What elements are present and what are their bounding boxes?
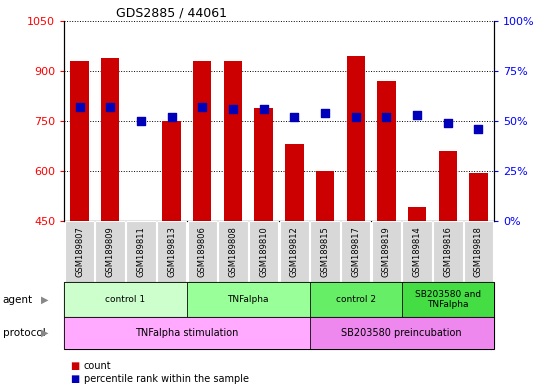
Text: GSM189811: GSM189811 bbox=[136, 226, 146, 277]
Text: GSM189817: GSM189817 bbox=[351, 226, 360, 277]
Point bbox=[136, 118, 145, 124]
Bar bbox=[469, 172, 488, 221]
Text: GSM189806: GSM189806 bbox=[198, 226, 207, 277]
Text: GSM189819: GSM189819 bbox=[382, 226, 391, 277]
Bar bbox=[310, 317, 494, 349]
Point bbox=[290, 114, 299, 120]
Bar bbox=[162, 121, 181, 221]
Point bbox=[228, 106, 237, 112]
Text: GSM189816: GSM189816 bbox=[443, 226, 453, 277]
Text: agent: agent bbox=[3, 295, 33, 305]
Text: TNFalpha: TNFalpha bbox=[228, 295, 269, 304]
Text: control 1: control 1 bbox=[105, 295, 146, 304]
Text: GSM189808: GSM189808 bbox=[228, 226, 238, 277]
Point bbox=[320, 110, 329, 116]
Text: GSM189813: GSM189813 bbox=[167, 226, 176, 277]
Bar bbox=[64, 282, 187, 317]
Bar bbox=[187, 222, 217, 281]
Text: count: count bbox=[84, 361, 112, 371]
Point bbox=[412, 112, 421, 118]
Bar bbox=[316, 171, 334, 221]
Bar bbox=[126, 222, 156, 281]
Bar bbox=[64, 317, 310, 349]
Bar bbox=[65, 222, 94, 281]
Text: ▶: ▶ bbox=[41, 328, 49, 338]
Bar bbox=[70, 61, 89, 221]
Bar bbox=[372, 222, 401, 281]
Point bbox=[259, 106, 268, 112]
Point bbox=[198, 104, 206, 110]
Bar bbox=[341, 222, 371, 281]
Text: GSM189809: GSM189809 bbox=[105, 226, 115, 277]
Text: GSM189818: GSM189818 bbox=[474, 226, 483, 277]
Text: GSM189812: GSM189812 bbox=[290, 226, 299, 277]
Bar bbox=[402, 222, 432, 281]
Text: control 2: control 2 bbox=[336, 295, 376, 304]
Bar bbox=[464, 222, 493, 281]
Bar bbox=[433, 222, 463, 281]
Bar bbox=[224, 61, 242, 221]
Text: SB203580 and
TNFalpha: SB203580 and TNFalpha bbox=[415, 290, 481, 309]
Point bbox=[474, 126, 483, 132]
Text: GSM189810: GSM189810 bbox=[259, 226, 268, 277]
Point bbox=[443, 120, 452, 126]
Text: TNFalpha stimulation: TNFalpha stimulation bbox=[135, 328, 239, 338]
Bar bbox=[280, 222, 309, 281]
Bar bbox=[347, 56, 365, 221]
Bar bbox=[377, 81, 396, 221]
Text: GSM189807: GSM189807 bbox=[75, 226, 84, 277]
Text: GSM189815: GSM189815 bbox=[320, 226, 330, 277]
Text: ■: ■ bbox=[70, 361, 79, 371]
Bar bbox=[285, 144, 304, 221]
Bar bbox=[310, 282, 402, 317]
Text: SB203580 preincubation: SB203580 preincubation bbox=[341, 328, 462, 338]
Bar bbox=[402, 282, 494, 317]
Bar bbox=[218, 222, 248, 281]
Point bbox=[351, 114, 360, 120]
Text: ■: ■ bbox=[70, 374, 79, 384]
Bar bbox=[157, 222, 186, 281]
Bar bbox=[101, 58, 119, 221]
Bar bbox=[187, 282, 310, 317]
Text: GDS2885 / 44061: GDS2885 / 44061 bbox=[116, 7, 227, 20]
Bar bbox=[193, 61, 211, 221]
Bar bbox=[254, 108, 273, 221]
Bar bbox=[249, 222, 278, 281]
Text: percentile rank within the sample: percentile rank within the sample bbox=[84, 374, 249, 384]
Bar bbox=[408, 207, 426, 221]
Text: GSM189814: GSM189814 bbox=[412, 226, 422, 277]
Bar bbox=[95, 222, 125, 281]
Point bbox=[382, 114, 391, 120]
Point bbox=[105, 104, 115, 110]
Text: protocol: protocol bbox=[3, 328, 46, 338]
Bar bbox=[439, 151, 457, 221]
Bar bbox=[310, 222, 340, 281]
Point bbox=[167, 114, 176, 120]
Point bbox=[75, 104, 84, 110]
Text: ▶: ▶ bbox=[41, 295, 49, 305]
